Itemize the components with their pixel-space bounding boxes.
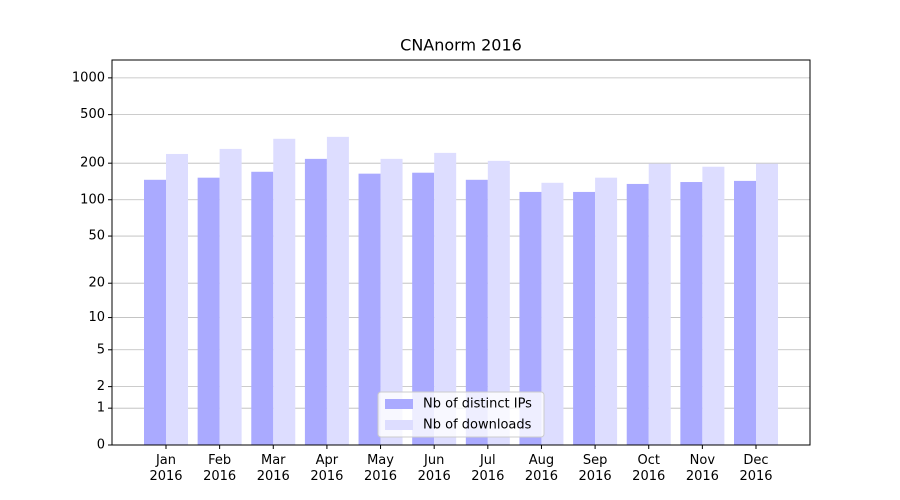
x-tick-label: Feb 2016 — [203, 453, 237, 484]
bar — [380, 158, 403, 445]
legend-label: Nb of distinct IPs — [423, 397, 532, 412]
bar — [251, 171, 274, 446]
bar — [573, 191, 596, 445]
bar — [519, 191, 542, 445]
bar — [541, 182, 564, 445]
y-tick-label: 5 — [97, 342, 105, 357]
x-tick-label: Dec 2016 — [739, 453, 773, 484]
y-tick-label: 100 — [80, 192, 105, 207]
bar — [465, 179, 488, 445]
legend-swatch — [385, 420, 413, 430]
x-tick-label: Sep 2016 — [578, 453, 612, 484]
y-tick-label: 0 — [97, 438, 105, 453]
x-tick-label: Aug 2016 — [524, 453, 558, 484]
x-tick-label: Apr 2016 — [310, 453, 344, 484]
y-tick-label: 1 — [97, 401, 105, 416]
bar — [756, 163, 778, 445]
legend-label: Nb of downloads — [423, 418, 532, 433]
x-tick-label: May 2016 — [363, 453, 398, 484]
bar — [702, 166, 725, 445]
chart-title: CNAnorm 2016 — [400, 36, 522, 55]
x-tick-label: Oct 2016 — [632, 453, 666, 484]
bar — [412, 172, 435, 445]
plot-frame — [111, 59, 811, 446]
x-tick-label: Nov 2016 — [685, 453, 719, 484]
legend-frame — [377, 391, 545, 438]
bar — [304, 158, 327, 445]
bar — [734, 180, 756, 446]
bar — [219, 148, 242, 445]
bar — [487, 160, 510, 445]
bar — [273, 138, 296, 445]
x-tick-label: Jul 2016 — [471, 453, 505, 484]
y-tick-label: 50 — [88, 229, 105, 244]
y-tick-label: 2 — [97, 379, 105, 394]
x-tick-label: Jun 2016 — [417, 453, 451, 484]
y-tick-label: 10 — [88, 310, 105, 325]
legend: Nb of distinct IPs Nb of downloads — [377, 391, 545, 438]
bar — [595, 177, 618, 446]
bar — [166, 153, 188, 445]
y-tick-label: 1000 — [72, 70, 105, 85]
bar — [434, 152, 457, 445]
y-tick-label: 500 — [80, 107, 105, 122]
bar — [626, 183, 649, 445]
bar — [197, 177, 220, 446]
x-tick-label: Mar 2016 — [256, 453, 290, 484]
x-tick-label: Jan 2016 — [149, 453, 183, 484]
bar — [326, 136, 349, 445]
y-tick-label: 20 — [88, 276, 105, 291]
bar — [144, 179, 166, 445]
bar — [358, 173, 381, 446]
bar — [680, 182, 703, 445]
y-tick-label: 200 — [80, 156, 105, 171]
bar — [648, 163, 671, 445]
legend-swatch — [385, 399, 413, 409]
